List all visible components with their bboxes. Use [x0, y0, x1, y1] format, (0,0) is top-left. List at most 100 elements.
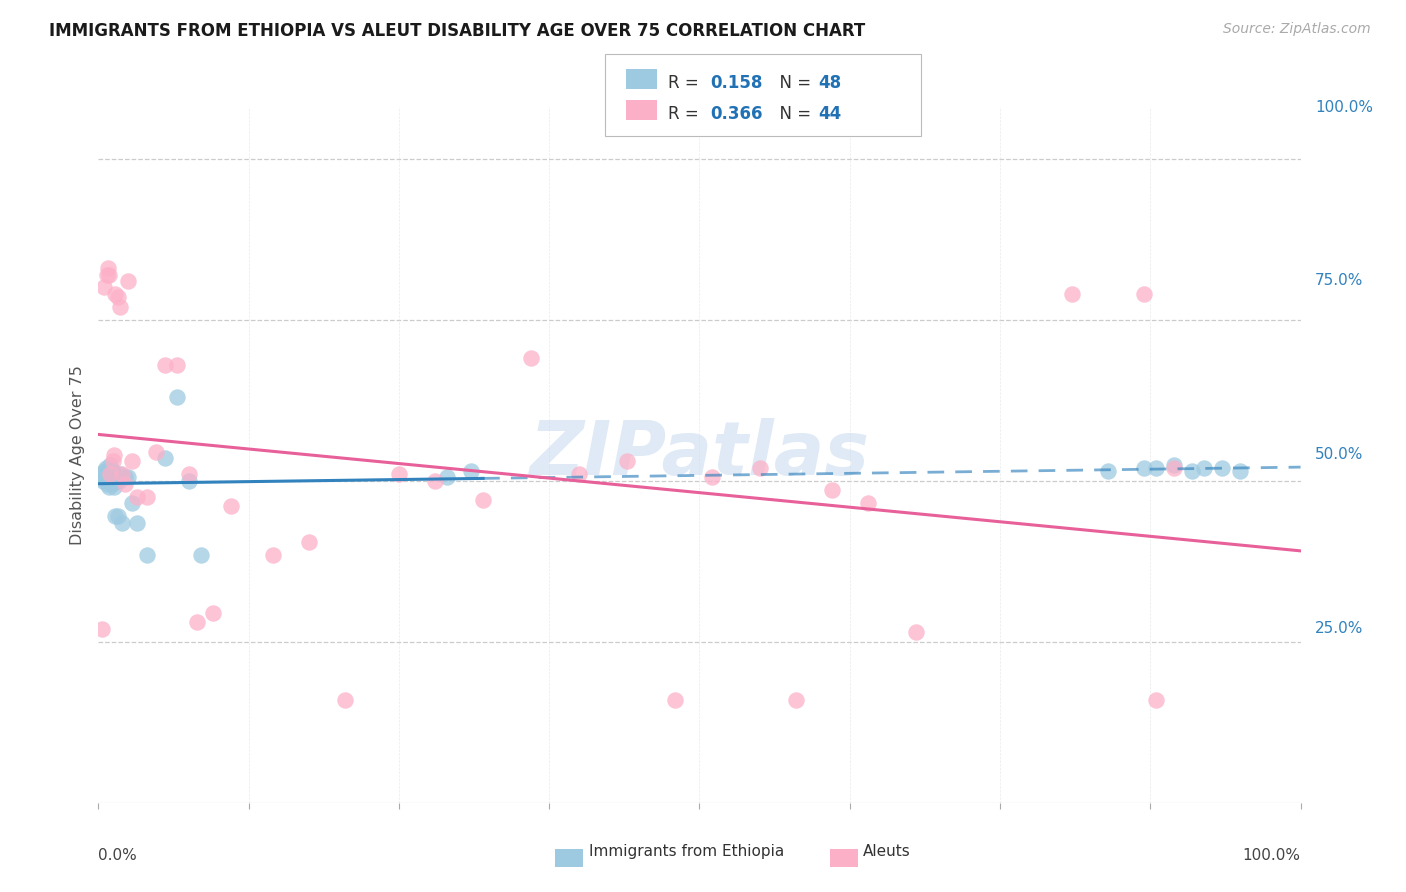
Point — [166, 390, 188, 404]
Point — [748, 460, 770, 475]
Text: 44: 44 — [818, 105, 842, 123]
Point — [1097, 464, 1119, 478]
Text: ZIPatlas: ZIPatlas — [530, 418, 869, 491]
Point — [520, 351, 543, 366]
Point — [423, 474, 446, 488]
Point — [100, 474, 122, 488]
Point — [100, 464, 122, 478]
Point — [96, 464, 118, 478]
Point — [1229, 464, 1251, 478]
Text: N =: N = — [769, 105, 817, 123]
Point — [97, 470, 120, 484]
Point — [98, 480, 121, 494]
Point — [616, 454, 638, 468]
Text: IMMIGRANTS FROM ETHIOPIA VS ALEUT DISABILITY AGE OVER 75 CORRELATION CHART: IMMIGRANTS FROM ETHIOPIA VS ALEUT DISABI… — [49, 22, 866, 40]
Point — [333, 692, 356, 706]
Point — [568, 467, 591, 482]
Point — [135, 548, 157, 562]
Point — [1144, 692, 1167, 706]
Point — [135, 490, 157, 504]
Point — [90, 470, 112, 484]
Point — [153, 358, 176, 372]
Point — [97, 261, 120, 276]
Point — [94, 460, 117, 475]
Point — [93, 470, 115, 484]
Point — [107, 509, 129, 524]
Point — [856, 496, 879, 510]
Point — [664, 692, 686, 706]
Text: 100.0%: 100.0% — [1315, 100, 1374, 114]
Point — [100, 467, 122, 482]
Point — [111, 467, 134, 482]
Point — [108, 474, 131, 488]
Point — [114, 476, 136, 491]
Point — [1163, 460, 1185, 475]
Point — [91, 467, 114, 482]
Point — [436, 470, 458, 484]
Point — [190, 548, 212, 562]
Point — [145, 444, 167, 458]
Point — [1133, 286, 1156, 301]
Text: Immigrants from Ethiopia: Immigrants from Ethiopia — [589, 845, 785, 859]
Point — [1181, 464, 1204, 478]
Point — [103, 467, 125, 482]
Point — [101, 470, 124, 484]
Point — [460, 464, 482, 478]
Point — [186, 615, 208, 630]
Point — [101, 454, 124, 468]
Point — [96, 476, 118, 491]
Text: 48: 48 — [818, 74, 841, 92]
Point — [96, 268, 118, 282]
Text: 50.0%: 50.0% — [1315, 448, 1364, 462]
Point — [219, 500, 242, 514]
Text: 0.366: 0.366 — [710, 105, 762, 123]
Point — [904, 625, 927, 640]
Point — [153, 451, 176, 466]
Point — [166, 358, 188, 372]
Point — [114, 470, 136, 484]
Text: 25.0%: 25.0% — [1315, 622, 1364, 636]
Text: Source: ZipAtlas.com: Source: ZipAtlas.com — [1223, 22, 1371, 37]
Point — [177, 474, 200, 488]
Point — [472, 493, 495, 508]
Point — [98, 467, 121, 482]
Point — [104, 509, 127, 524]
Point — [1133, 460, 1156, 475]
Point — [107, 290, 129, 304]
Point — [1211, 460, 1233, 475]
Point — [121, 454, 143, 468]
Text: 75.0%: 75.0% — [1315, 274, 1364, 288]
Point — [117, 470, 139, 484]
Point — [91, 474, 114, 488]
Point — [93, 464, 115, 478]
Point — [104, 286, 127, 301]
Point — [201, 606, 224, 620]
Point — [125, 516, 148, 530]
Point — [1062, 286, 1084, 301]
Point — [121, 496, 143, 510]
Point — [1144, 460, 1167, 475]
Point — [103, 480, 125, 494]
Point — [262, 548, 284, 562]
Point — [111, 516, 134, 530]
Point — [105, 474, 128, 488]
Point — [101, 474, 124, 488]
Point — [1194, 460, 1216, 475]
Point — [108, 467, 131, 482]
Point — [103, 448, 125, 462]
Point — [700, 470, 723, 484]
Text: Aleuts: Aleuts — [863, 845, 911, 859]
Point — [298, 534, 321, 549]
Point — [94, 474, 117, 488]
Point — [388, 467, 411, 482]
Text: R =: R = — [668, 105, 704, 123]
Point — [93, 280, 115, 294]
Point — [125, 490, 148, 504]
Text: N =: N = — [769, 74, 817, 92]
Point — [1163, 458, 1185, 472]
Point — [100, 458, 122, 472]
Point — [108, 300, 131, 314]
Text: R =: R = — [668, 74, 704, 92]
Point — [785, 692, 807, 706]
Point — [97, 467, 120, 482]
